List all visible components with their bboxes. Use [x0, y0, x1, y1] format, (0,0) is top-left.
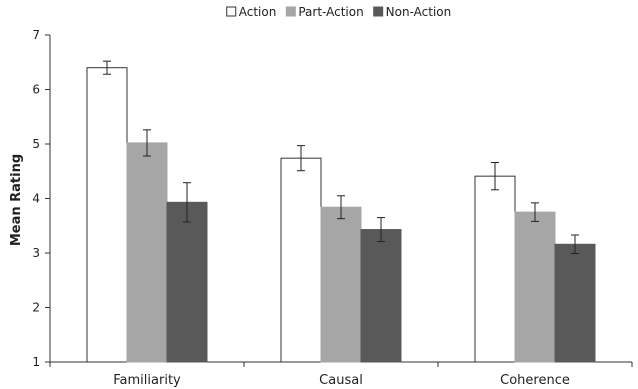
legend-swatch [373, 6, 384, 17]
y-axis: 1 2 3 4 5 6 7 [32, 28, 51, 369]
y-tick-label: 7 [32, 28, 40, 42]
legend: Action Part-Action Non-Action [226, 5, 452, 19]
bar-action [474, 175, 516, 363]
y-axis-title: Mean Rating [9, 154, 24, 246]
x-category-label: Coherence [500, 373, 570, 388]
bar-action [280, 157, 322, 363]
bar-non-action [360, 229, 402, 363]
x-axis: Familiarity Causal Coherence [49, 361, 633, 388]
legend-item: Action [226, 5, 277, 19]
bar-part-action [514, 211, 556, 363]
legend-label: Part-Action [298, 5, 363, 19]
y-tick-label: 1 [32, 355, 40, 369]
y-tick-label: 6 [32, 83, 40, 97]
y-tick-label: 3 [32, 246, 40, 260]
y-tick-label: 4 [32, 192, 40, 206]
legend-label: Action [239, 5, 277, 19]
error-bars [103, 60, 579, 255]
legend-label: Non-Action [386, 5, 452, 19]
legend-swatch [226, 6, 237, 17]
y-tick-label: 2 [32, 301, 40, 315]
bar-part-action [320, 206, 362, 363]
bar-non-action [166, 201, 208, 363]
bar-part-action [126, 142, 168, 363]
bar-action [86, 67, 128, 363]
legend-item: Part-Action [285, 5, 364, 19]
y-tick-label: 5 [32, 137, 40, 151]
bar-non-action [554, 243, 596, 363]
x-category-label: Causal [319, 373, 363, 388]
bars [86, 67, 596, 363]
legend-item: Non-Action [373, 5, 452, 19]
legend-swatch [285, 6, 296, 17]
x-category-label: Familiarity [113, 373, 181, 388]
